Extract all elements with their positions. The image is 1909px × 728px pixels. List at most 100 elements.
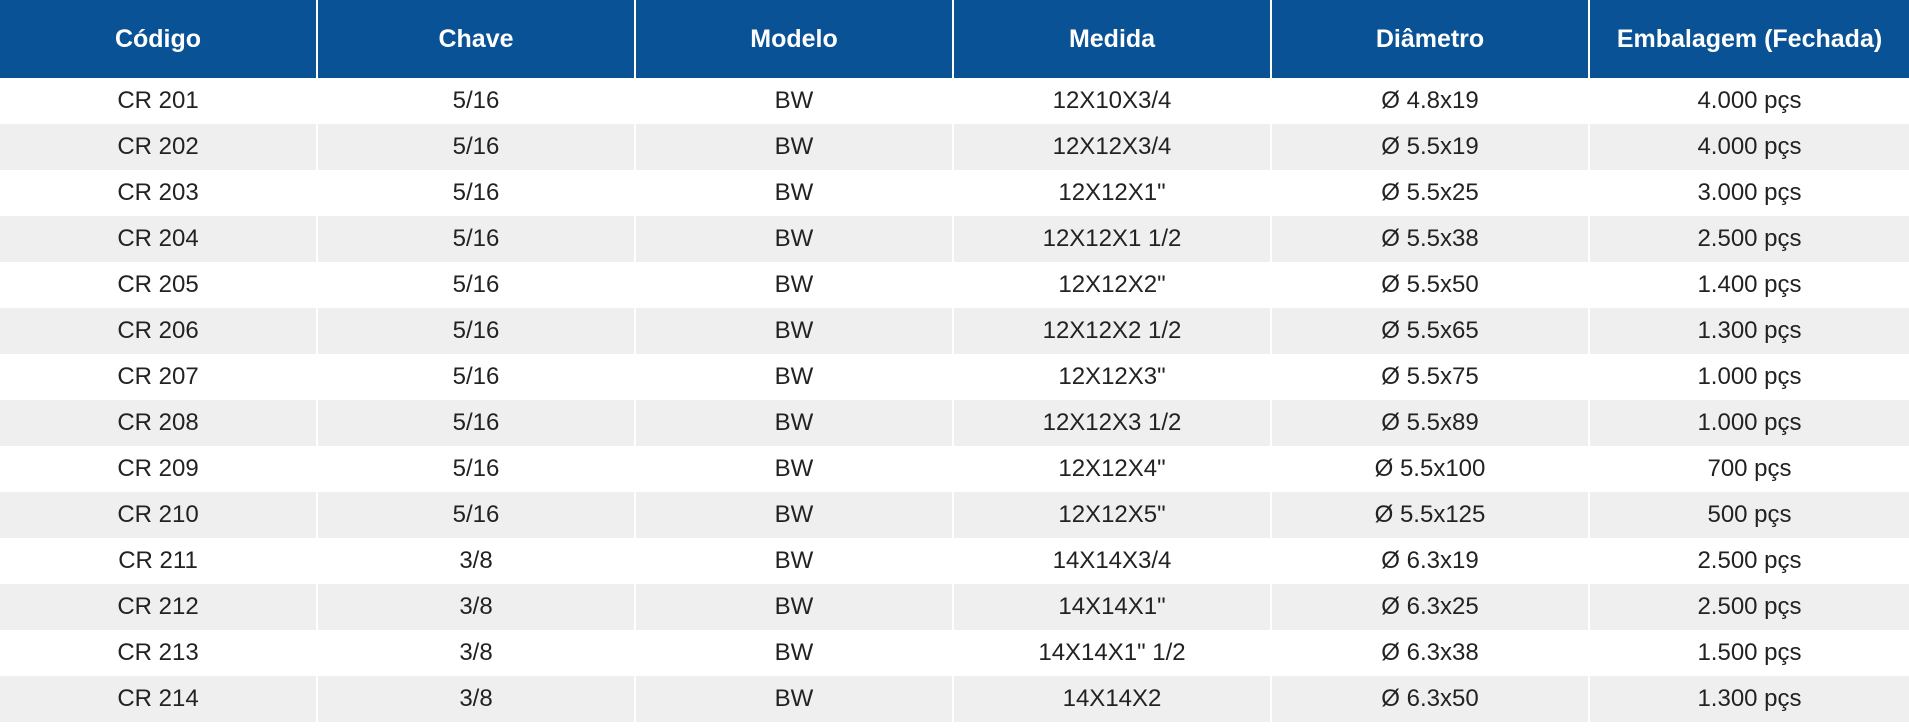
table-body: CR 201 5/16 BW 12X10X3/4 Ø 4.8x19 4.000 pçs CR…	[0, 78, 1909, 722]
cell-diametro: Ø 6.3x25	[1272, 584, 1590, 630]
cell-medida: 14X14X1" 1/2	[954, 630, 1272, 676]
cell-modelo: BW	[636, 308, 954, 354]
cell-modelo: BW	[636, 446, 954, 492]
cell-modelo: BW	[636, 262, 954, 308]
cell-codigo: CR 202	[0, 124, 318, 170]
cell-codigo: CR 201	[0, 78, 318, 124]
cell-medida: 12X12X2"	[954, 262, 1272, 308]
table-row: CR 204 5/16 BW 12X12X1 1/2 Ø 5.5x38 2.500 pçs	[0, 216, 1909, 262]
cell-diametro: Ø 5.5x89	[1272, 400, 1590, 446]
cell-chave: 3/8	[318, 538, 636, 584]
cell-chave: 5/16	[318, 308, 636, 354]
table-row: CR 203 5/16 BW 12X12X1" Ø 5.5x25 3.000 pçs	[0, 170, 1909, 216]
cell-medida: 12X12X5"	[954, 492, 1272, 538]
header-modelo: Modelo	[636, 0, 954, 78]
cell-chave: 5/16	[318, 78, 636, 124]
cell-modelo: BW	[636, 584, 954, 630]
table-row: CR 205 5/16 BW 12X12X2" Ø 5.5x50 1.400 pçs	[0, 262, 1909, 308]
table-row: CR 201 5/16 BW 12X10X3/4 Ø 4.8x19 4.000 pçs	[0, 78, 1909, 124]
cell-diametro: Ø 6.3x38	[1272, 630, 1590, 676]
cell-chave: 5/16	[318, 400, 636, 446]
cell-codigo: CR 206	[0, 308, 318, 354]
cell-embalagem: 1.300 pçs	[1590, 308, 1909, 354]
table-row: CR 209 5/16 BW 12X12X4" Ø 5.5x100 700 pçs	[0, 446, 1909, 492]
cell-codigo: CR 204	[0, 216, 318, 262]
cell-diametro: Ø 5.5x65	[1272, 308, 1590, 354]
cell-embalagem: 4.000 pçs	[1590, 124, 1909, 170]
cell-chave: 5/16	[318, 216, 636, 262]
cell-diametro: Ø 5.5x125	[1272, 492, 1590, 538]
header-diametro: Diâmetro	[1272, 0, 1590, 78]
cell-modelo: BW	[636, 492, 954, 538]
cell-chave: 3/8	[318, 676, 636, 722]
cell-modelo: BW	[636, 78, 954, 124]
header-chave: Chave	[318, 0, 636, 78]
cell-modelo: BW	[636, 400, 954, 446]
table-row: CR 212 3/8 BW 14X14X1" Ø 6.3x25 2.500 pçs	[0, 584, 1909, 630]
table-row: CR 206 5/16 BW 12X12X2 1/2 Ø 5.5x65 1.300 pçs	[0, 308, 1909, 354]
cell-modelo: BW	[636, 216, 954, 262]
cell-chave: 5/16	[318, 492, 636, 538]
header-embalagem: Embalagem (Fechada)	[1590, 0, 1909, 78]
cell-medida: 12X12X3 1/2	[954, 400, 1272, 446]
cell-diametro: Ø 5.5x38	[1272, 216, 1590, 262]
cell-medida: 12X12X3"	[954, 354, 1272, 400]
cell-chave: 5/16	[318, 354, 636, 400]
cell-codigo: CR 208	[0, 400, 318, 446]
cell-modelo: BW	[636, 354, 954, 400]
cell-modelo: BW	[636, 676, 954, 722]
cell-diametro: Ø 5.5x50	[1272, 262, 1590, 308]
cell-embalagem: 700 pçs	[1590, 446, 1909, 492]
table-row: CR 210 5/16 BW 12X12X5" Ø 5.5x125 500 pçs	[0, 492, 1909, 538]
cell-diametro: Ø 5.5x75	[1272, 354, 1590, 400]
cell-chave: 5/16	[318, 262, 636, 308]
cell-modelo: BW	[636, 170, 954, 216]
cell-diametro: Ø 4.8x19	[1272, 78, 1590, 124]
header-medida: Medida	[954, 0, 1272, 78]
cell-embalagem: 2.500 pçs	[1590, 216, 1909, 262]
cell-diametro: Ø 6.3x19	[1272, 538, 1590, 584]
cell-diametro: Ø 5.5x25	[1272, 170, 1590, 216]
cell-diametro: Ø 5.5x19	[1272, 124, 1590, 170]
cell-diametro: Ø 6.3x50	[1272, 676, 1590, 722]
cell-codigo: CR 212	[0, 584, 318, 630]
cell-codigo: CR 210	[0, 492, 318, 538]
table-row: CR 214 3/8 BW 14X14X2 Ø 6.3x50 1.300 pçs	[0, 676, 1909, 722]
cell-chave: 5/16	[318, 446, 636, 492]
cell-embalagem: 3.000 pçs	[1590, 170, 1909, 216]
cell-codigo: CR 205	[0, 262, 318, 308]
cell-medida: 14X14X2	[954, 676, 1272, 722]
cell-modelo: BW	[636, 630, 954, 676]
table-row: CR 211 3/8 BW 14X14X3/4 Ø 6.3x19 2.500 pçs	[0, 538, 1909, 584]
cell-chave: 5/16	[318, 124, 636, 170]
cell-medida: 14X14X1"	[954, 584, 1272, 630]
cell-chave: 3/8	[318, 630, 636, 676]
cell-medida: 14X14X3/4	[954, 538, 1272, 584]
cell-embalagem: 1.500 pçs	[1590, 630, 1909, 676]
cell-medida: 12X12X4"	[954, 446, 1272, 492]
cell-modelo: BW	[636, 124, 954, 170]
cell-codigo: CR 211	[0, 538, 318, 584]
cell-codigo: CR 209	[0, 446, 318, 492]
cell-codigo: CR 214	[0, 676, 318, 722]
cell-codigo: CR 213	[0, 630, 318, 676]
cell-embalagem: 500 pçs	[1590, 492, 1909, 538]
cell-modelo: BW	[636, 538, 954, 584]
cell-embalagem: 1.300 pçs	[1590, 676, 1909, 722]
cell-chave: 3/8	[318, 584, 636, 630]
table-row: CR 213 3/8 BW 14X14X1" 1/2 Ø 6.3x38 1.500 pçs	[0, 630, 1909, 676]
cell-medida: 12X12X2 1/2	[954, 308, 1272, 354]
table-row: CR 202 5/16 BW 12X12X3/4 Ø 5.5x19 4.000 pçs	[0, 124, 1909, 170]
table-header: Código Chave Modelo Medida Diâmetro Emba…	[0, 0, 1909, 78]
cell-medida: 12X12X3/4	[954, 124, 1272, 170]
cell-codigo: CR 207	[0, 354, 318, 400]
header-row: Código Chave Modelo Medida Diâmetro Emba…	[0, 0, 1909, 78]
table-row: CR 207 5/16 BW 12X12X3" Ø 5.5x75 1.000 pçs	[0, 354, 1909, 400]
cell-medida: 12X12X1 1/2	[954, 216, 1272, 262]
table-row: CR 208 5/16 BW 12X12X3 1/2 Ø 5.5x89 1.000 pçs	[0, 400, 1909, 446]
cell-medida: 12X10X3/4	[954, 78, 1272, 124]
cell-medida: 12X12X1"	[954, 170, 1272, 216]
cell-embalagem: 1.000 pçs	[1590, 354, 1909, 400]
cell-embalagem: 4.000 pçs	[1590, 78, 1909, 124]
